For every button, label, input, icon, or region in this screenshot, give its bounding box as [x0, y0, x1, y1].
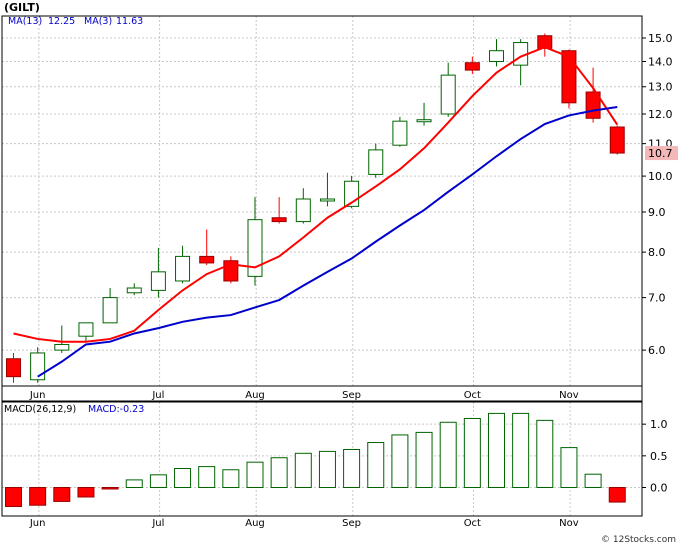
candle-body	[6, 358, 21, 378]
candle-body	[54, 343, 70, 351]
last-price-box	[645, 146, 678, 161]
candle-body	[464, 62, 480, 71]
macd-bar	[608, 487, 626, 503]
price-month-label: Aug	[245, 390, 265, 401]
candle-body	[30, 352, 46, 381]
price-xaxis-strip	[1, 385, 643, 402]
macd-bar	[222, 469, 240, 488]
moving-average-lines	[13, 46, 619, 378]
price-month-label: Jul	[151, 390, 164, 401]
macd-bar	[488, 412, 505, 488]
macd-legend-value: MACD:-0.23	[88, 404, 144, 415]
ma3-line	[13, 46, 619, 343]
macd-month-label: Jun	[29, 518, 46, 529]
price-panel-frame	[1, 15, 643, 402]
legend-ma3-value: 11.63	[116, 16, 143, 27]
price-axis-tick-label: 9.0	[648, 206, 666, 219]
price-axis-tick-label: 7.0	[648, 292, 666, 305]
price-month-label: Nov	[559, 390, 579, 401]
macd-bar	[343, 449, 361, 488]
price-month-label: Sep	[342, 390, 361, 401]
candle-body	[150, 271, 166, 291]
macd-bar	[125, 479, 143, 488]
macd-bar	[536, 419, 554, 488]
macd-legend: MACD(26,12,9) MACD:-0.23	[4, 404, 144, 415]
macd-bar	[174, 468, 192, 488]
macd-bar	[415, 431, 433, 488]
macd-bar	[512, 412, 530, 488]
price-candles	[6, 33, 625, 383]
macd-bar	[584, 473, 602, 489]
macd-month-label: Oct	[464, 518, 481, 529]
last-price-label: 10.7	[648, 147, 673, 160]
watermark: © 12Stocks.com	[601, 535, 676, 545]
macd-frame-rect	[1, 401, 643, 517]
macd-bar	[463, 417, 481, 489]
macd-bar	[198, 466, 216, 489]
candle-body	[609, 126, 625, 154]
macd-bar	[53, 487, 71, 502]
candle-body	[295, 198, 311, 223]
legend-ma3-label: MA(3)	[84, 16, 112, 27]
legend-ma13-label: MA(13)	[8, 16, 42, 27]
candle-body	[78, 322, 94, 337]
macd-bar	[29, 487, 47, 506]
macd-bar	[367, 442, 385, 488]
macd-month-label: Aug	[245, 518, 265, 529]
price-axis-tick-label: 13.0	[648, 81, 673, 94]
macd-bars	[5, 412, 626, 507]
macd-month-label: Nov	[559, 518, 579, 529]
candle-body	[319, 198, 335, 202]
macd-axis-tick-label: 1.0	[650, 418, 668, 431]
macd-bar	[77, 487, 95, 498]
candle-body	[102, 297, 118, 324]
candle-body	[537, 35, 553, 49]
macd-month-label: Jul	[151, 518, 164, 529]
candle-body	[440, 74, 456, 115]
price-axis-tick-label: 8.0	[648, 246, 666, 259]
candle-body	[199, 255, 215, 264]
macd-bar	[294, 452, 312, 488]
candle-body	[175, 255, 191, 282]
macd-bar	[246, 461, 264, 488]
macd-bar	[5, 487, 22, 507]
candle-body	[392, 120, 408, 146]
macd-month-label: Sep	[342, 518, 361, 529]
macd-bar	[439, 421, 457, 488]
candle-body	[416, 119, 432, 123]
candle-body	[247, 219, 263, 277]
macd-legend-label: MACD(26,12,9)	[4, 404, 76, 415]
macd-axis-tick-label: 0.0	[650, 482, 668, 495]
macd-axis: 0.0 0.5 1.0 Jun Jul Aug Sep Oct Nov	[29, 418, 668, 529]
legend-ma13-value: 12.25	[48, 16, 75, 27]
macd-bar	[318, 450, 336, 488]
candle-body	[561, 50, 577, 104]
macd-bar	[149, 474, 167, 489]
price-axis-tick-label: 6.0	[648, 344, 666, 357]
price-axis-tick-label: 14.0	[648, 55, 673, 68]
price-axis-tick-label: 15.0	[648, 32, 673, 45]
price-axis-tick-label: 12.0	[648, 108, 673, 121]
price-month-label: Jun	[29, 390, 46, 401]
chart-title: (GILT)	[4, 1, 40, 14]
last-price-marker: 10.7	[645, 146, 678, 161]
price-legend: (GILT) MA(13) 12.25 MA(3) 11.63	[4, 1, 143, 27]
macd-panel-frame	[1, 401, 643, 517]
price-month-label: Oct	[464, 390, 481, 401]
ma13-line	[37, 105, 618, 378]
macd-bar	[391, 434, 409, 488]
candle-body	[368, 149, 384, 175]
price-axis-tick-label: 10.0	[648, 170, 673, 183]
macd-axis-tick-label: 0.5	[650, 450, 668, 463]
macd-bar	[270, 457, 288, 489]
macd-bar	[101, 487, 119, 490]
candle-body	[489, 50, 504, 62]
candle-body	[126, 287, 142, 294]
macd-bar	[560, 447, 578, 489]
candle-body	[271, 217, 287, 223]
